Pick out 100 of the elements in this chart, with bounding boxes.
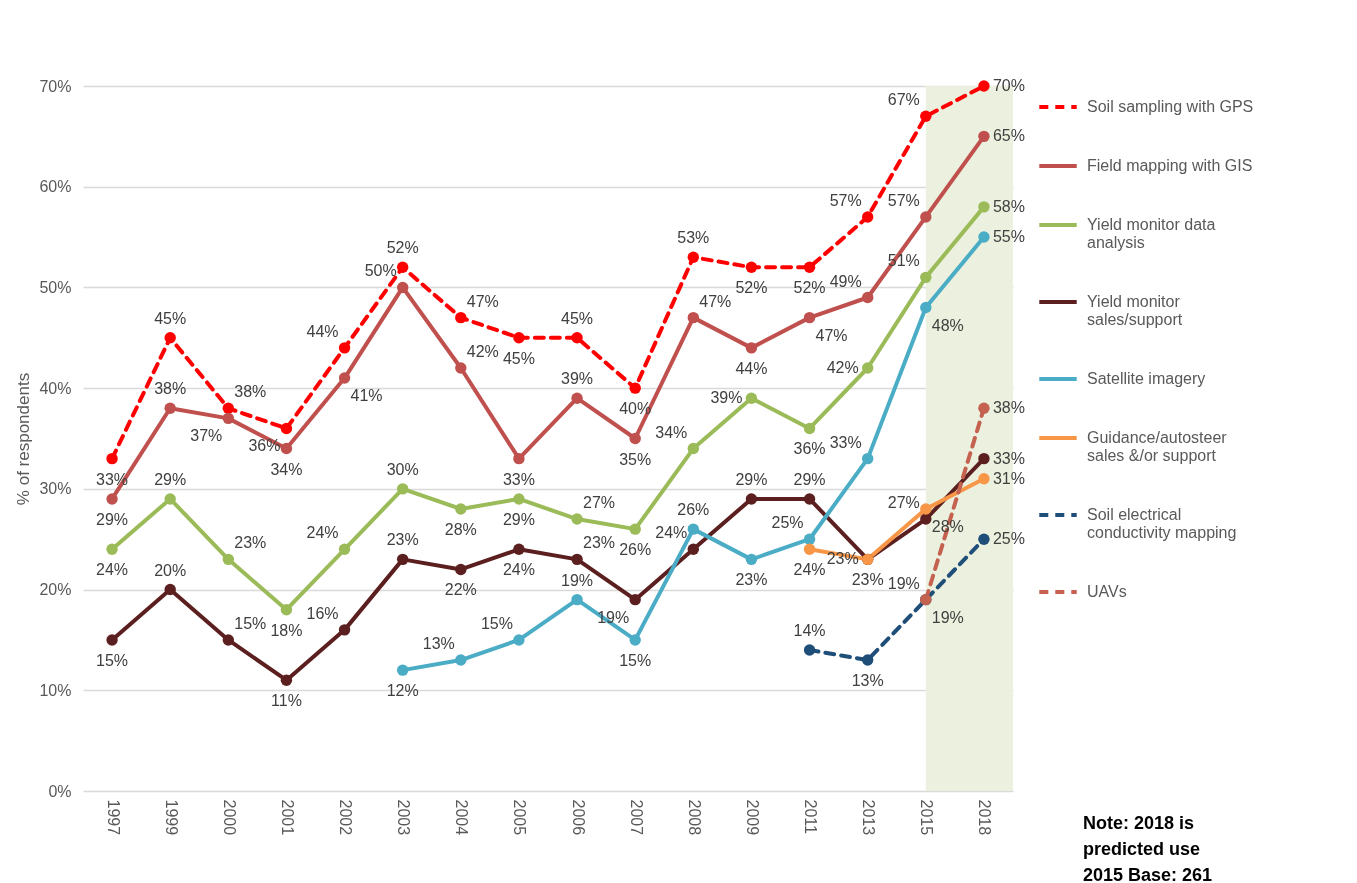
data-label: 11% [271,692,302,710]
x-tick-label: 1999 [162,799,180,836]
data-label: 28% [444,521,477,538]
data-label: 44% [306,322,339,340]
x-tick-label: 2011 [802,799,820,835]
legend-label: Field mapping with GIS [1087,157,1253,174]
x-tick-label: 2018 [976,799,994,836]
data-label: 36% [793,440,826,458]
data-label: 36% [248,437,281,455]
y-tick-label: 70% [39,77,72,95]
x-tick-label: 2008 [685,799,703,836]
y-tick-label: 10% [39,681,72,699]
data-label: 41% [350,387,383,405]
data-label: 13% [851,672,884,690]
data-label: 42% [466,343,499,360]
data-label: 26% [619,541,652,559]
data-label: 28% [931,518,964,535]
data-label: 31% [992,469,1025,487]
legend-label: Guidance/autosteer sales &/or support [1087,429,1228,464]
data-label: 33% [502,470,535,488]
data-label: 25% [992,530,1025,548]
y-tick-label: 60% [39,178,72,196]
data-label: 47% [466,292,499,310]
data-label: 44% [735,359,768,377]
legend-label: Soil electrical conductivity mapping [1087,506,1237,541]
data-label: 24% [502,561,535,579]
data-label: 15% [619,651,652,669]
y-tick-label: 50% [39,278,72,296]
data-label: 42% [826,359,859,376]
data-label: 23% [386,531,419,549]
y-tick-label: 40% [39,379,72,397]
data-label: 13% [422,635,455,653]
data-label: 65% [992,127,1025,145]
data-label: 22% [444,581,477,599]
data-label: 19% [887,574,920,592]
data-label: 25% [771,514,804,532]
data-label: 33% [829,433,862,451]
y-tick-label: 0% [48,782,72,800]
data-label: 53% [677,229,710,247]
data-label: 15% [96,651,129,669]
data-label: 47% [699,292,732,310]
data-label: 15% [234,614,267,632]
data-label: 23% [851,571,884,589]
y-tick-label: 20% [39,581,72,599]
data-label: 27% [887,494,920,512]
text: Note: 2018 is predicted use [1083,813,1201,859]
data-label: 55% [992,228,1025,246]
x-tick-label: 2004 [453,799,471,836]
data-label: 23% [234,534,267,552]
x-tick-label: 2006 [569,799,587,836]
y-axis-title: % of respondents [14,372,34,506]
data-label: 45% [561,309,594,327]
x-tick-label: 2000 [220,799,238,836]
x-tick-label: 2002 [337,799,355,836]
legend-label: Yield monitor sales/support [1087,293,1183,328]
x-tick-label: 2015 [918,799,936,836]
x-tick-label: 2007 [627,799,645,836]
data-label: 19% [561,571,594,589]
data-label: 12% [386,682,419,700]
data-label: 19% [931,608,964,626]
data-label: 29% [735,470,768,488]
data-label: 26% [677,501,710,519]
legend-label: UAVs [1087,583,1127,600]
data-label: 34% [655,423,688,441]
data-label: 39% [561,370,594,388]
data-label: 70% [992,77,1025,94]
data-label: 15% [480,614,513,632]
data-label: 39% [710,389,743,407]
data-label: 48% [931,316,964,334]
legend-label: Yield monitor data analysis [1087,216,1216,251]
data-label: 30% [386,460,419,478]
data-label: 24% [96,561,129,579]
data-label: 33% [992,449,1025,467]
data-label: 20% [154,561,187,579]
data-label: 45% [502,349,535,367]
data-label: 45% [154,309,187,327]
data-label: 57% [829,191,862,209]
data-label: 38% [992,399,1025,417]
data-label: 29% [793,470,826,488]
data-label: 47% [815,326,848,344]
x-tick-label: 2001 [278,799,296,836]
data-label: 24% [306,524,339,542]
data-label: 27% [583,494,616,512]
data-label: 57% [887,191,920,209]
x-tick-label: 2005 [511,799,529,836]
x-tick-label: 2013 [860,799,878,836]
y-tick-label: 30% [39,480,72,498]
data-label: 23% [583,534,616,552]
data-label: 29% [502,510,535,528]
data-label: 24% [655,524,688,542]
data-label: 16% [306,604,339,622]
data-label: 52% [735,279,768,297]
data-label: 52% [793,279,826,297]
x-tick-label: 1997 [104,799,122,836]
data-label: 34% [270,460,303,478]
data-label: 38% [234,383,267,401]
data-label: 38% [154,380,187,398]
x-tick-label: 2003 [395,799,413,836]
data-label: 29% [154,470,187,488]
data-label: 24% [793,561,826,579]
